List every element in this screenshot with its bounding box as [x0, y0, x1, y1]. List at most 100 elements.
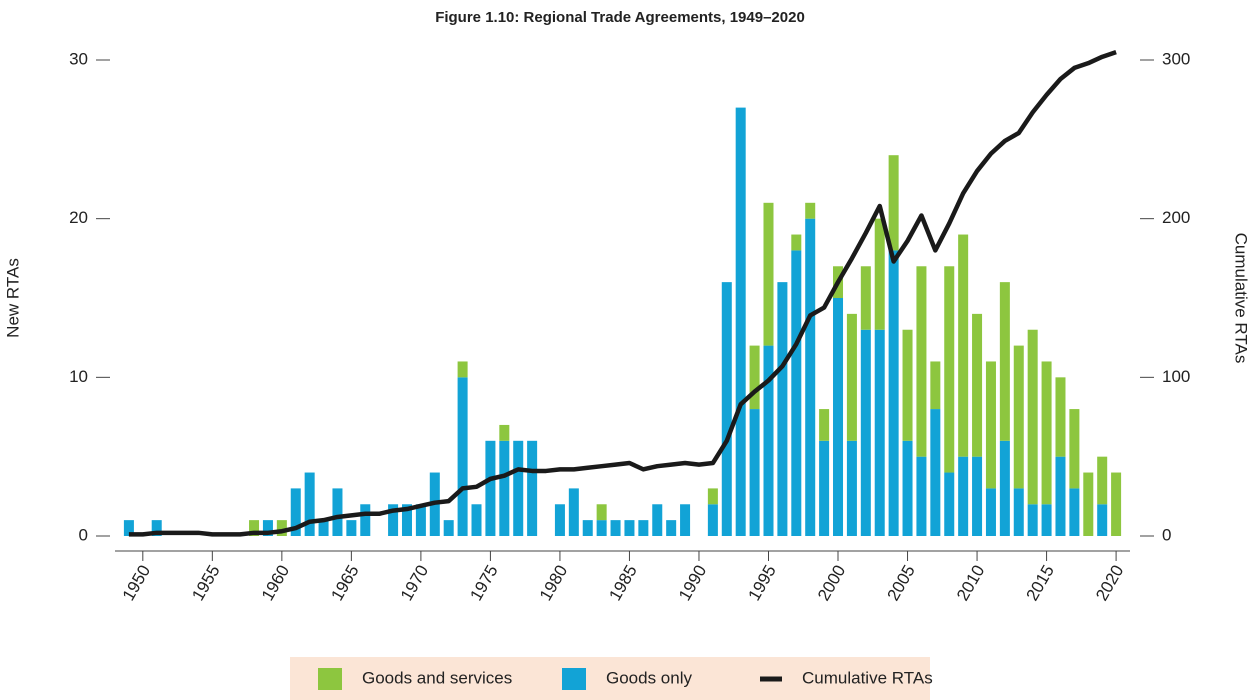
y-tick-label: 30: [69, 49, 88, 68]
x-tick-label: 1990: [675, 562, 710, 604]
bar: [513, 440, 524, 536]
y2-tick-label: 100: [1162, 367, 1190, 386]
bar: [415, 504, 426, 536]
x-tick-label: 1955: [188, 562, 223, 604]
y-tick-label: 10: [69, 367, 88, 386]
bar: [151, 520, 162, 536]
bar: [874, 329, 885, 536]
bar: [930, 361, 941, 410]
bar: [290, 488, 301, 536]
bar: [791, 234, 802, 251]
bar: [1041, 361, 1052, 505]
bar: [332, 488, 343, 536]
bar: [471, 504, 482, 536]
bar: [652, 504, 663, 536]
bar: [527, 440, 538, 536]
x-tick-label: 1995: [744, 562, 779, 604]
chart-title: Figure 1.10: Regional Trade Agreements, …: [435, 9, 805, 26]
bar: [457, 377, 468, 536]
bar: [916, 266, 927, 457]
bar: [930, 409, 941, 536]
x-tick-label: 2000: [814, 562, 849, 604]
bar: [1013, 345, 1024, 489]
bar: [638, 520, 649, 536]
bar: [958, 456, 969, 536]
bar: [1041, 504, 1052, 536]
y2-tick-label: 200: [1162, 208, 1190, 227]
bar: [1083, 472, 1094, 536]
bar: [860, 266, 871, 330]
bar: [749, 345, 760, 410]
bar: [985, 361, 996, 489]
bar: [485, 440, 496, 536]
legend-label: Cumulative RTAs: [802, 668, 933, 687]
y-tick-label: 0: [79, 525, 88, 544]
bar: [958, 234, 969, 457]
bar: [596, 520, 607, 536]
bar: [443, 520, 454, 536]
bar: [833, 298, 844, 536]
legend-label: Goods only: [606, 668, 692, 687]
bar: [610, 520, 621, 536]
bar: [582, 520, 593, 536]
legend-swatch: [562, 668, 586, 690]
bar: [874, 218, 885, 330]
y-axis-label: New RTAs: [3, 258, 22, 338]
x-tick-label: 1965: [327, 562, 362, 604]
bar: [388, 504, 399, 536]
bar: [680, 504, 691, 536]
bar: [805, 218, 816, 536]
bar: [805, 202, 816, 219]
x-tick-label: 1975: [466, 562, 501, 604]
bar: [318, 520, 329, 536]
bar: [499, 424, 510, 441]
bar: [916, 456, 927, 536]
x-tick-label: 2015: [1023, 562, 1058, 604]
bar: [304, 472, 315, 536]
bar: [1027, 329, 1038, 505]
y2-tick-label: 0: [1162, 525, 1171, 544]
bar: [999, 282, 1010, 441]
bar: [819, 440, 830, 536]
line: [128, 49, 1117, 537]
bar: [401, 504, 412, 536]
bar: [499, 440, 510, 536]
x-tick-label: 2020: [1092, 562, 1127, 604]
y2-tick-label: 300: [1162, 49, 1190, 68]
bar: [1027, 504, 1038, 536]
bar: [1055, 456, 1066, 536]
bar: [972, 313, 983, 457]
bar: [1055, 377, 1066, 457]
bar: [360, 504, 371, 536]
bar: [846, 440, 857, 536]
bar: [819, 409, 830, 441]
x-tick-label: 1970: [397, 562, 432, 604]
bar: [568, 488, 579, 536]
bar: [276, 520, 287, 536]
bar: [1097, 504, 1108, 536]
bar: [346, 520, 357, 536]
bar: [1069, 409, 1080, 489]
bar: [707, 504, 718, 536]
x-tick-label: 1950: [119, 562, 154, 604]
bar: [1111, 472, 1122, 536]
bar: [123, 520, 134, 536]
bar: [554, 504, 565, 536]
bar: [944, 266, 955, 473]
bar: [846, 313, 857, 441]
bar: [972, 456, 983, 536]
x-tick-label: 1960: [258, 562, 293, 604]
bar: [777, 282, 788, 536]
bar: [249, 520, 260, 536]
bar: [888, 250, 899, 536]
bar: [763, 345, 774, 536]
bar: [707, 488, 718, 505]
x-tick-label: 2010: [953, 562, 988, 604]
bar: [888, 155, 899, 251]
bar: [735, 107, 746, 536]
bar: [1069, 488, 1080, 536]
bar: [624, 520, 635, 536]
bar: [763, 202, 774, 346]
bar: [791, 250, 802, 536]
